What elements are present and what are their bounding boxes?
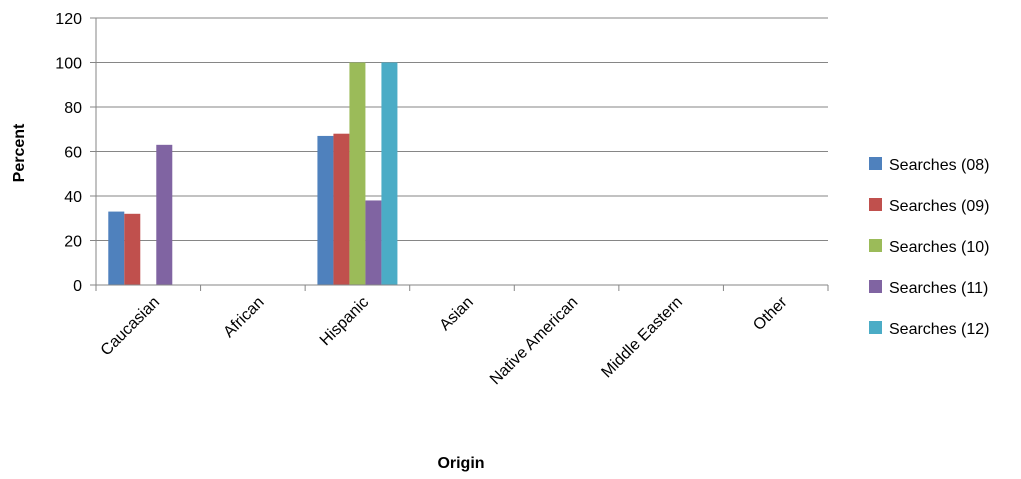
y-tick-label: 40 <box>64 189 82 206</box>
y-axis-tick-labels: 0 20 40 60 80 100 120 <box>55 11 82 295</box>
bar <box>156 144 173 285</box>
legend-swatch <box>869 198 882 211</box>
legend-label: Searches (12) <box>889 321 990 338</box>
y-tick-label: 60 <box>64 145 82 162</box>
legend-label: Searches (09) <box>889 198 990 215</box>
legend-label: Searches (11) <box>889 280 988 297</box>
legend-label: Searches (08) <box>889 157 990 174</box>
legend-swatch <box>869 280 882 293</box>
bars <box>108 62 398 285</box>
bar <box>365 200 382 285</box>
x-axis-title: Origin <box>437 455 484 472</box>
x-tick-label: Middle Eastern <box>598 294 685 381</box>
legend-swatch <box>869 239 882 252</box>
y-tick-label: 20 <box>64 234 82 251</box>
x-tick-label: Native American <box>487 294 581 388</box>
gridlines <box>90 17 828 286</box>
y-tick-label: 80 <box>64 100 82 117</box>
bar <box>108 211 125 285</box>
x-tick-label: Caucasian <box>98 294 163 359</box>
bar <box>317 135 334 285</box>
x-axis-tick-labels: Caucasian African Hispanic Asian Native Amer… <box>95 285 829 388</box>
y-axis-title: Percent <box>11 123 28 182</box>
legend: Searches (08) Searches (09) Searches (10) S… <box>869 157 990 338</box>
bar <box>349 62 366 285</box>
legend-label: Searches (10) <box>889 239 990 256</box>
bar <box>124 213 141 285</box>
y-tick-label: 100 <box>55 56 82 73</box>
legend-swatch <box>869 321 882 334</box>
x-tick-label: Hispanic <box>317 294 372 349</box>
y-tick-label: 120 <box>55 11 82 28</box>
x-tick-label: African <box>220 294 267 341</box>
legend-swatch <box>869 157 882 170</box>
x-tick-label: Other <box>750 293 791 334</box>
y-tick-label: 0 <box>73 278 82 295</box>
bar <box>381 62 398 285</box>
x-tick-label: Asian <box>437 294 477 334</box>
bar <box>333 133 350 285</box>
